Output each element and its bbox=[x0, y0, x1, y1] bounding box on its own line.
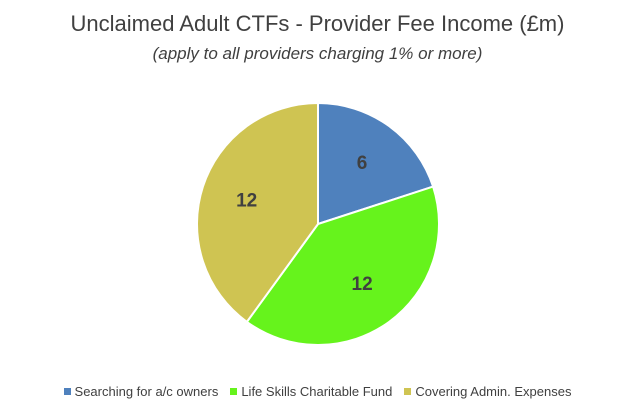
pie-slice-searching bbox=[317, 101, 435, 226]
legend-swatch-life-skills bbox=[230, 388, 238, 395]
legend-item-searching: Searching for a/c owners bbox=[63, 384, 219, 399]
pie-slice-life-skills bbox=[245, 185, 440, 346]
legend-label-life-skills: Life Skills Charitable Fund bbox=[241, 384, 393, 399]
pie-slice-admin bbox=[196, 101, 319, 324]
legend-swatch-admin bbox=[404, 388, 412, 395]
chart-legend: Searching for a/c owners Life Skills Cha… bbox=[0, 384, 635, 399]
chart-subtitle: (apply to all providers charging 1% or m… bbox=[152, 44, 483, 63]
legend-swatch-searching bbox=[63, 388, 71, 395]
legend-item-life-skills: Life Skills Charitable Fund bbox=[230, 384, 392, 399]
slice-label-searching: 6 bbox=[357, 153, 368, 174]
legend-item-admin: Covering Admin. Expenses bbox=[404, 384, 571, 399]
slice-label-life-skills: 12 bbox=[352, 274, 373, 295]
legend-label-admin: Covering Admin. Expenses bbox=[415, 384, 572, 399]
legend-label-searching: Searching for a/c owners bbox=[74, 384, 219, 399]
chart-title: Unclaimed Adult CTFs - Provider Fee Inco… bbox=[70, 11, 565, 36]
slice-label-admin: 12 bbox=[236, 190, 257, 211]
